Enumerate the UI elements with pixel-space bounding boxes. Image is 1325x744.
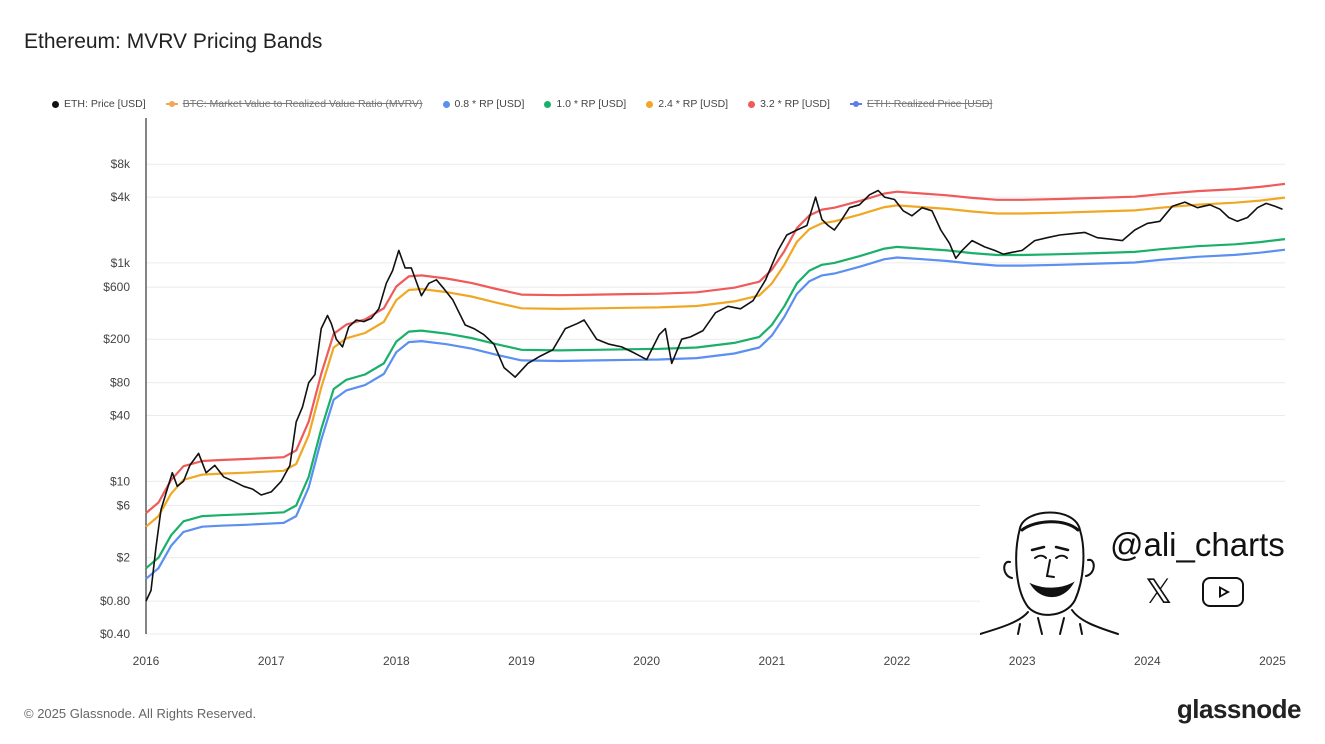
series-line: [145, 182, 1286, 514]
x-tick-label: 2017: [258, 654, 285, 668]
chart-legend: ETH: Price [USD] BTC: Market Value to Rea…: [52, 98, 992, 110]
x-tick-label: 2018: [383, 654, 410, 668]
y-tick-label: $40: [110, 409, 130, 423]
y-tick-label: $10: [110, 474, 130, 488]
legend-swatch: [544, 100, 552, 108]
legend-swatch: [165, 100, 178, 107]
y-tick-label: $2: [117, 551, 131, 565]
x-tick-label: 2025: [1259, 654, 1286, 668]
youtube-icon[interactable]: [1202, 577, 1245, 607]
legend-label: 2.4 * RP [USD]: [658, 98, 729, 110]
copyright: © 2025 Glassnode. All Rights Reserved.: [24, 706, 257, 721]
legend-swatch: [442, 100, 450, 108]
y-tick-label: $1k: [111, 256, 131, 270]
legend-item[interactable]: ETH: Price [USD]: [52, 98, 146, 110]
y-tick-label: $6: [117, 499, 131, 513]
legend-item[interactable]: ETH: Realized Price [USD]: [849, 98, 993, 110]
y-tick-label: $0.40: [100, 627, 130, 641]
x-tick-label: 2021: [758, 654, 785, 668]
y-tick-label: $200: [103, 332, 130, 346]
y-tick-label: $600: [103, 280, 130, 294]
legend-swatch: [52, 100, 59, 108]
legend-label: 1.0 * RP [USD]: [556, 98, 627, 110]
legend-swatch: [646, 100, 654, 108]
x-tick-label: 2016: [133, 654, 160, 668]
legend-label: 0.8 * RP [USD]: [454, 98, 525, 110]
watermark-handle: @ali_charts: [1110, 526, 1285, 563]
legend-item[interactable]: 2.4 * RP [USD]: [646, 98, 728, 110]
legend-item[interactable]: 3.2 * RP [USD]: [748, 98, 830, 110]
x-tick-label: 2019: [508, 654, 535, 668]
watermark: @ali_charts 𝕏: [979, 500, 1310, 636]
legend-item[interactable]: 0.8 * RP [USD]: [442, 98, 525, 110]
series-line: [145, 189, 1283, 602]
legend-swatch: [748, 100, 756, 108]
legend-item[interactable]: BTC: Market Value to Realized Value Rati…: [165, 98, 423, 110]
avatar-sketch-icon: [979, 511, 1119, 635]
legend-item[interactable]: 1.0 * RP [USD]: [544, 98, 626, 110]
x-tick-label: 2024: [1134, 654, 1161, 668]
legend-label: BTC: Market Value to Realized Value Rati…: [182, 98, 423, 110]
legend-label: ETH: Realized Price [USD]: [866, 98, 993, 110]
y-tick-label: $0.80: [100, 594, 130, 608]
x-tick-label: 2023: [1009, 654, 1036, 668]
legend-swatch: [849, 100, 862, 107]
brand-logo: glassnode: [1176, 694, 1302, 724]
y-tick-label: $8k: [111, 157, 131, 171]
page-title: Ethereum: MVRV Pricing Bands: [24, 30, 323, 53]
y-tick-label: $80: [110, 376, 130, 390]
chart: $8k $4k $1k $600 $200 $80 $40 $10 $6 $2 $0.80 $0.40…: [100, 118, 1286, 668]
series-line: [145, 238, 1286, 570]
legend-label: ETH: Price [USD]: [64, 98, 146, 110]
legend-label: 3.2 * RP [USD]: [760, 98, 830, 110]
x-tick-label: 2020: [633, 654, 660, 668]
y-tick-label: $4k: [111, 190, 131, 204]
series-line: [145, 196, 1286, 528]
x-icon[interactable]: 𝕏: [1145, 572, 1173, 612]
x-tick-label: 2022: [884, 654, 911, 668]
